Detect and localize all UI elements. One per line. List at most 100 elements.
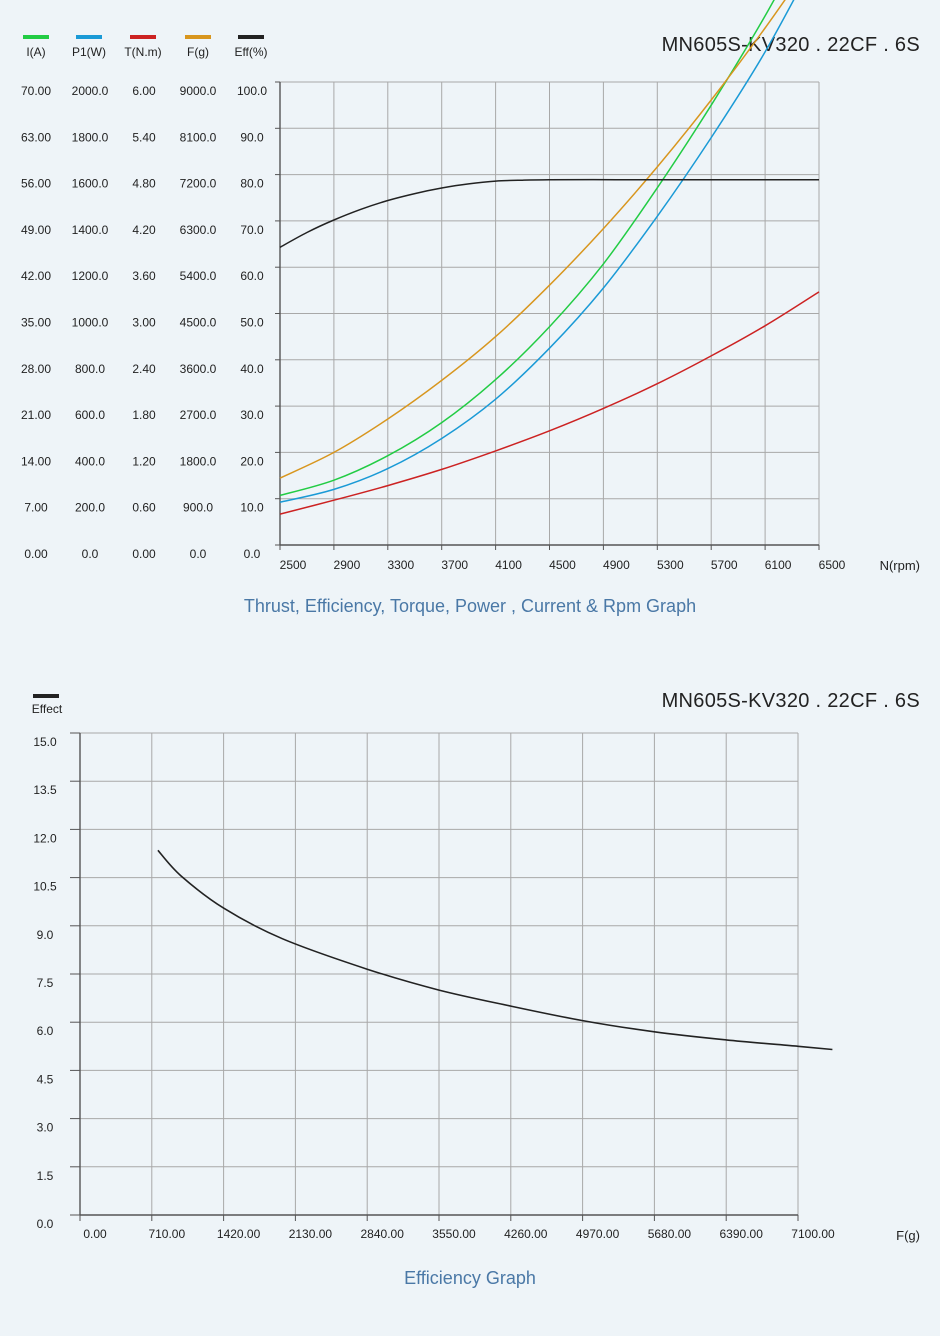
y-tick-label: 6.0: [37, 1024, 54, 1038]
legend-label: Effect: [32, 702, 63, 716]
series-line-thrust: [279, 0, 786, 479]
y-tick-label: 600.0: [75, 408, 105, 422]
y-tick-label: 1000.0: [72, 316, 109, 330]
series-line-efficiency: [279, 178, 819, 248]
y-tick-label: 200.0: [75, 501, 105, 515]
chart-title: MN605S-KV320 . 22CF . 6S: [661, 34, 920, 56]
chart-title: MN605S-KV320 . 22CF . 6S: [661, 690, 920, 712]
y-tick-label: 70.0: [240, 223, 264, 237]
y-tick-label: 15.0: [33, 735, 57, 749]
y-tick-label: 40.0: [240, 362, 264, 376]
y-tick-label: 3.60: [132, 269, 156, 283]
y-tick-label: 9.0: [37, 928, 54, 942]
y-tick-label: 10.5: [33, 880, 57, 894]
y-tick-label: 5.40: [132, 130, 156, 144]
y-tick-label: 1.20: [132, 454, 156, 468]
y-tick-label: 1800.0: [180, 454, 217, 468]
y-tick-label: 21.00: [21, 408, 51, 422]
y-tick-label: 900.0: [183, 501, 213, 515]
x-tick-label: 5300: [657, 558, 684, 572]
x-tick-label: 6500: [819, 558, 846, 572]
y-tick-label: 4.80: [132, 177, 156, 191]
x-tick-label: 7100.00: [791, 1227, 835, 1241]
y-tick-label: 30.0: [240, 408, 264, 422]
y-tick-label: 2700.0: [180, 408, 217, 422]
performance-chart: I(A) P1(W) T(N.m) F(g) Eff(%) 0.00 0.0 0.00 0.0 0…: [21, 0, 920, 573]
legend-swatch: [76, 35, 102, 39]
x-tick-label: 2500: [280, 558, 307, 572]
y-tick-label: 49.00: [21, 223, 51, 237]
legend-label: P1(W): [72, 45, 106, 59]
legend-swatch: [33, 694, 59, 698]
x-tick-label: 0.00: [83, 1227, 107, 1241]
y-tick-label: 800.0: [75, 362, 105, 376]
y-tick-label: 7.5: [37, 976, 54, 990]
legend-swatch: [23, 35, 49, 39]
y-tick-label: 70.00: [21, 84, 51, 98]
x-tick-label: 6100: [765, 558, 792, 572]
x-tick-label: 4100: [495, 558, 522, 572]
y-tick-label: 3.0: [37, 1121, 54, 1135]
y-tick-label: 0.00: [24, 547, 48, 561]
series-line-current: [279, 0, 775, 497]
y-tick-label: 35.00: [21, 316, 51, 330]
y-tick-label: 20.0: [240, 454, 264, 468]
y-tick-label: 12.0: [33, 831, 57, 845]
y-tick-label: 8100.0: [180, 130, 217, 144]
x-tick-label: 2840.00: [361, 1227, 405, 1241]
x-tick-label: 2130.00: [289, 1227, 333, 1241]
y-tick-label: 1.80: [132, 408, 156, 422]
y-tick-label: 400.0: [75, 454, 105, 468]
x-tick-label: 3550.00: [432, 1227, 476, 1241]
y-tick-label: 4.20: [132, 223, 156, 237]
y-tick-label: 0.00: [132, 547, 156, 561]
y-tick-label: 100.0: [237, 84, 267, 98]
y-tick-label: 6300.0: [180, 223, 217, 237]
y-tick-label: 4.5: [37, 1072, 54, 1086]
y-tick-label: 3.00: [132, 316, 156, 330]
y-tick-label: 10.0: [240, 501, 264, 515]
x-tick-label: 4970.00: [576, 1227, 620, 1241]
y-tick-label: 6.00: [132, 84, 156, 98]
y-tick-label: 3600.0: [180, 362, 217, 376]
legend-label: F(g): [187, 45, 209, 59]
efficiency-chart-panel: MN605S-KV320 . 22CF . 6S Effect 0.0 1.5 3.0…: [0, 660, 940, 1336]
legend-label: Eff(%): [234, 45, 267, 59]
y-tick-label: 0.0: [190, 547, 207, 561]
series-line-torque: [279, 291, 820, 515]
y-tick-label: 2.40: [132, 362, 156, 376]
y-tick-label: 14.00: [21, 454, 51, 468]
y-tick-label: 80.0: [240, 177, 264, 191]
motor-performance-chart-panel: MN605S-KV320 . 22CF . 6S I(A) P1(W) T(N.m)…: [0, 0, 940, 640]
y-tick-label: 63.00: [21, 130, 51, 144]
y-tick-label: 0.0: [82, 547, 99, 561]
y-tick-label: 5400.0: [180, 269, 217, 283]
y-tick-label: 7200.0: [180, 177, 217, 191]
y-tick-label: 60.0: [240, 269, 264, 283]
series-line-power: [279, 0, 795, 503]
y-tick-label: 9000.0: [180, 84, 217, 98]
x-tick-label: 4900: [603, 558, 630, 572]
x-tick-label: 5680.00: [648, 1227, 692, 1241]
x-tick-label: 3700: [441, 558, 468, 572]
x-tick-label: 1420.00: [217, 1227, 261, 1241]
y-tick-label: 0.0: [37, 1217, 54, 1231]
x-axis-label: N(rpm): [880, 558, 920, 573]
y-tick-label: 42.00: [21, 269, 51, 283]
x-tick-label: 6390.00: [720, 1227, 764, 1241]
y-tick-label: 2000.0: [72, 84, 109, 98]
legend-swatch: [238, 35, 264, 39]
x-tick-label: 2900: [334, 558, 361, 572]
x-axis-label: F(g): [896, 1228, 920, 1243]
y-tick-label: 13.5: [33, 783, 57, 797]
x-tick-label: 5700: [711, 558, 738, 572]
chart-caption: Efficiency Graph: [404, 1268, 536, 1288]
y-tick-label: 28.00: [21, 362, 51, 376]
chart-caption: Thrust, Efficiency, Torque, Power , Curr…: [243, 596, 697, 616]
legend-label: I(A): [26, 45, 45, 59]
y-tick-label: 90.0: [240, 130, 264, 144]
y-tick-label: 0.0: [244, 547, 261, 561]
y-tick-label: 56.00: [21, 177, 51, 191]
efficiency-chart: Effect 0.0 1.5 3.0 4.5 6.0 7.5 9.0 10.5 12.0 13.5 1…: [32, 694, 920, 1243]
y-tick-label: 1600.0: [72, 177, 109, 191]
